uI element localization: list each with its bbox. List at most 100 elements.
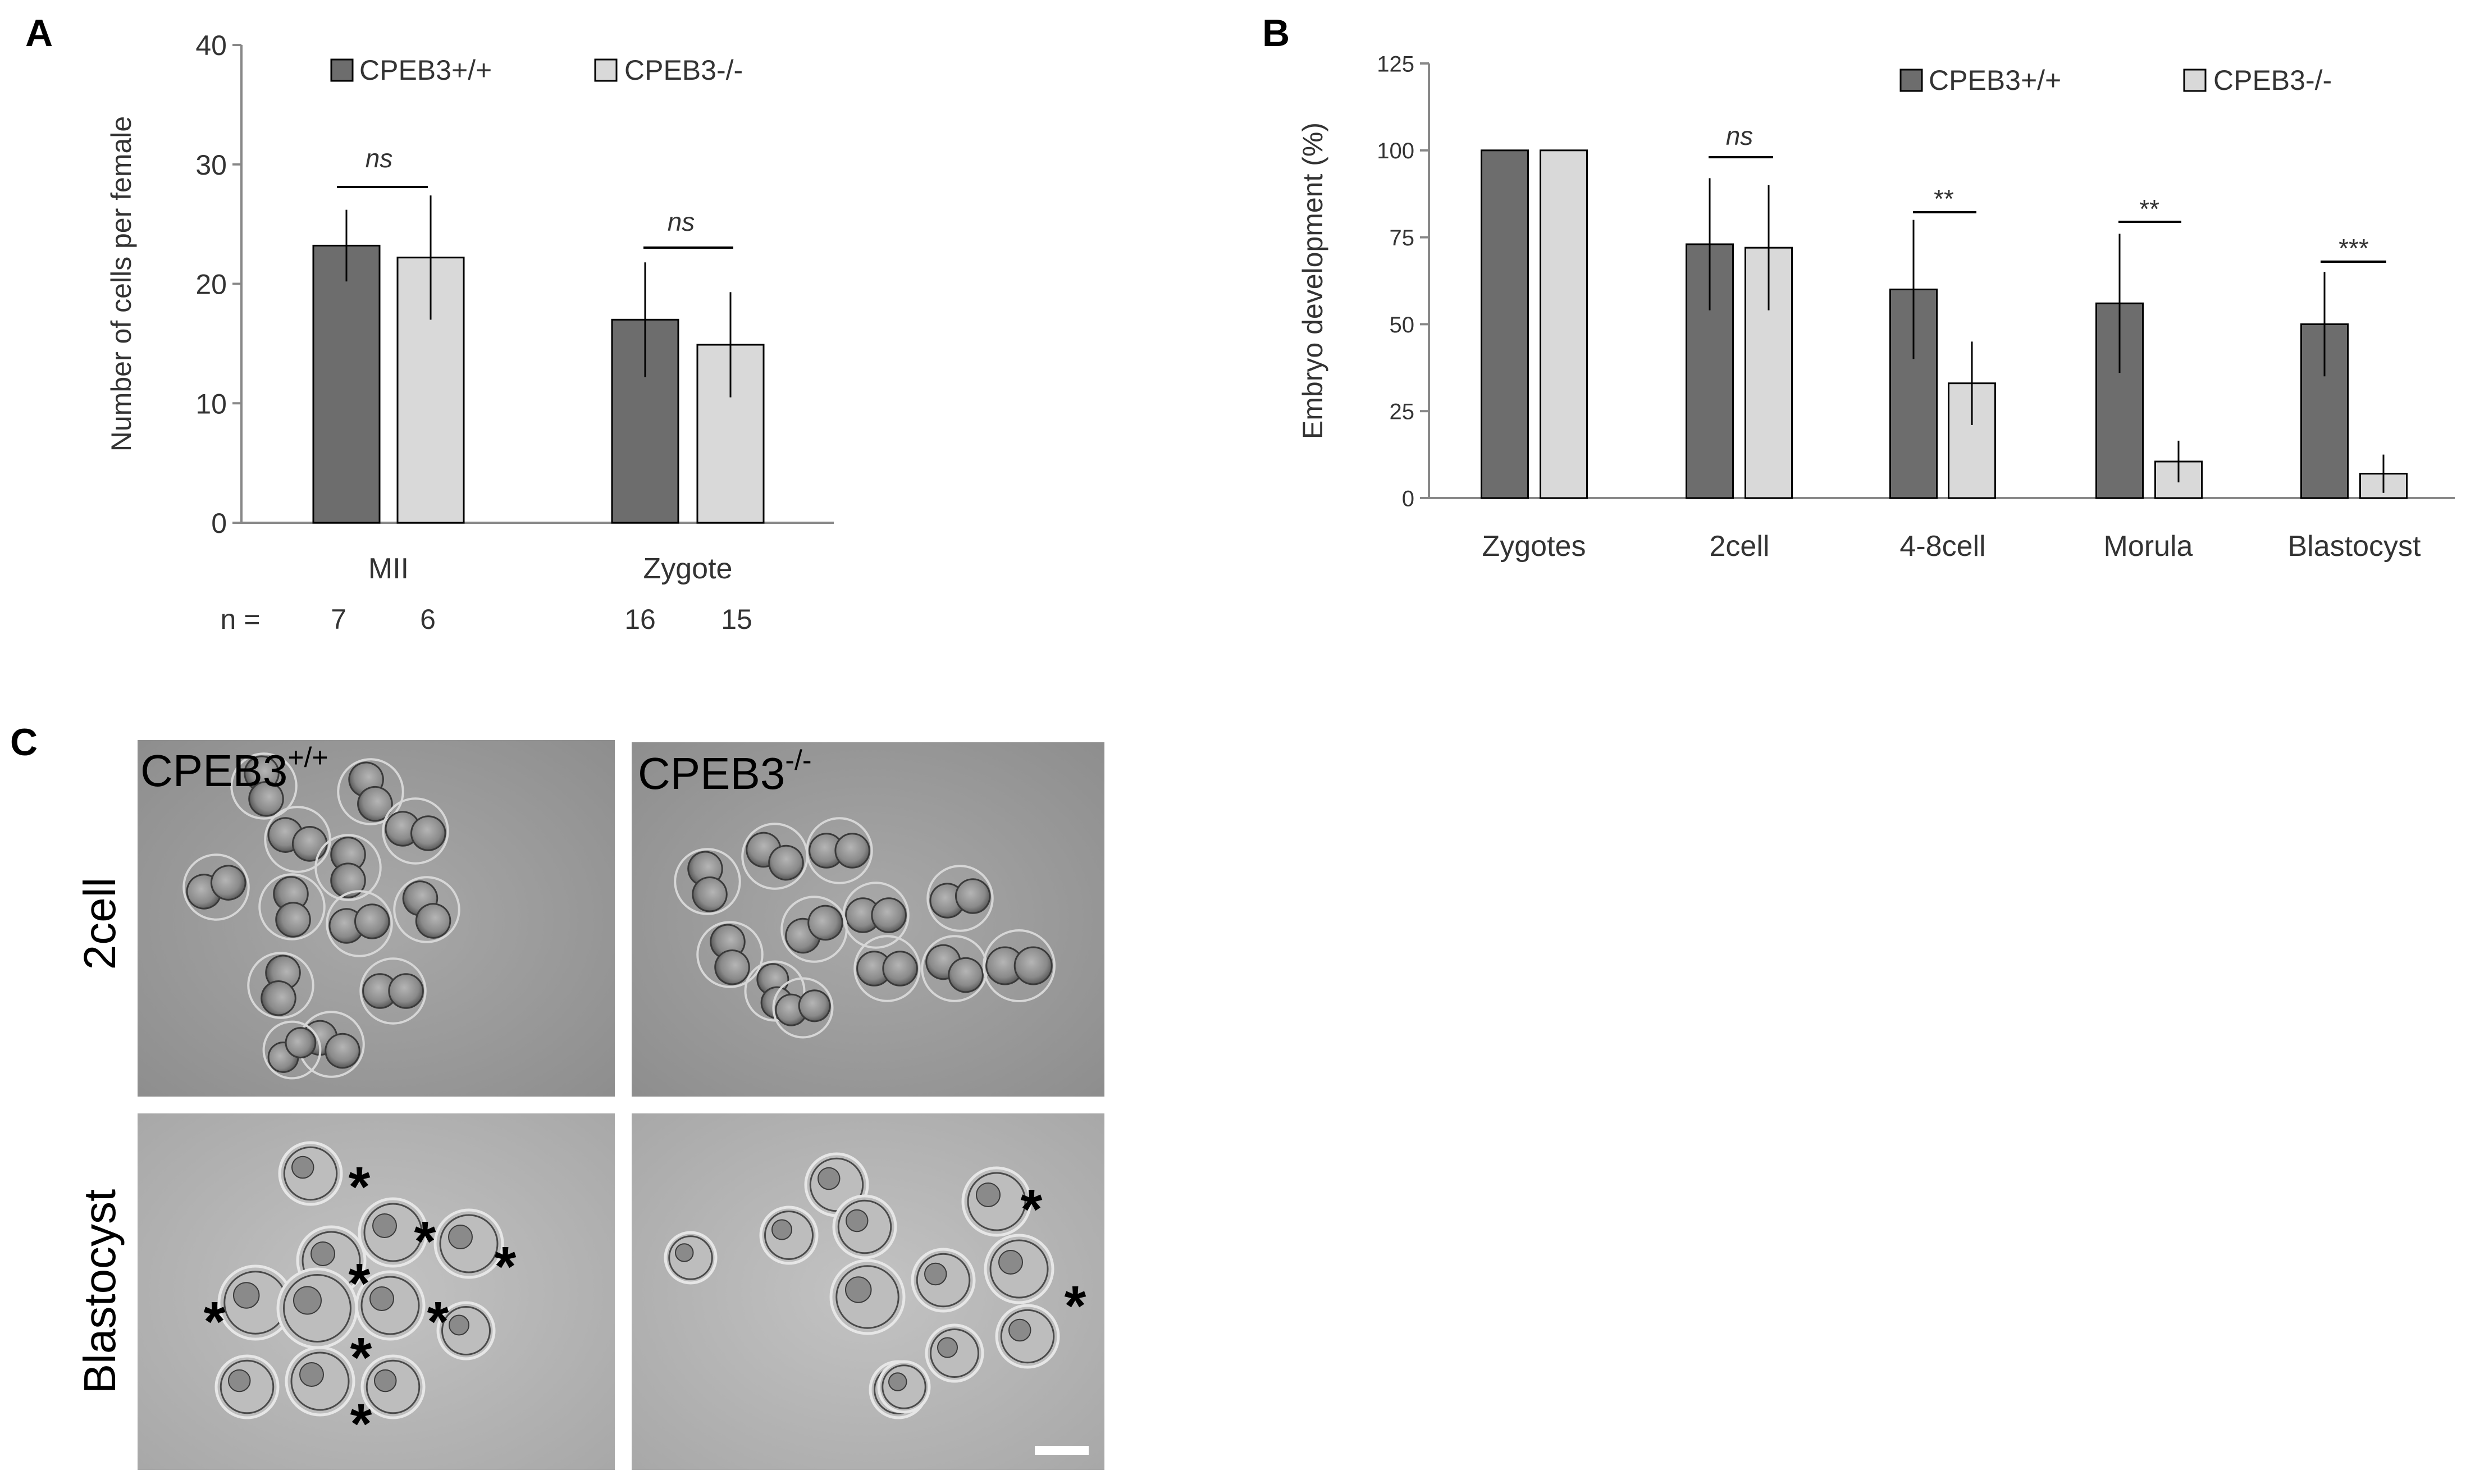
two-cell-embryo bbox=[674, 848, 741, 915]
blastomere bbox=[768, 844, 804, 881]
zona-pellucida bbox=[926, 865, 994, 932]
panel-a-bars bbox=[312, 244, 765, 524]
scale-bar bbox=[1035, 1446, 1089, 1455]
two-cell-embryo bbox=[393, 876, 460, 943]
blastomere bbox=[388, 973, 424, 1009]
blastomere bbox=[330, 862, 366, 898]
zona-pellucida bbox=[393, 876, 460, 943]
two-cell-embryo bbox=[926, 865, 994, 932]
blastocyst bbox=[214, 1354, 280, 1419]
panel-a-letter: A bbox=[25, 12, 53, 54]
panel-c: C ** *** ***** CPEB3+/+ CPEB3-/- 2cell Bla… bbox=[10, 721, 1104, 1470]
panel-b-letter: B bbox=[1262, 12, 1290, 54]
panel-b-bar bbox=[1540, 149, 1588, 499]
two-cell-embryo bbox=[842, 882, 910, 949]
blastomere bbox=[357, 786, 393, 822]
asterisk-marker: * bbox=[349, 1252, 371, 1315]
zona-pellucida bbox=[182, 853, 250, 921]
blastocyst bbox=[358, 1197, 428, 1268]
panel-b-legend-swatch-wt bbox=[1899, 69, 1923, 92]
zona-pellucida bbox=[247, 952, 314, 1019]
two-cell-embryo bbox=[696, 921, 764, 988]
blastocyst bbox=[759, 1206, 819, 1265]
row-label-2cell: 2cell bbox=[75, 878, 125, 970]
panel-b-sig-label: ns bbox=[1726, 121, 1753, 150]
inner-cell-mass bbox=[299, 1362, 324, 1387]
zona-pellucida bbox=[314, 834, 382, 901]
two-cell-embryo bbox=[262, 1020, 322, 1080]
blastocyst bbox=[984, 1234, 1054, 1304]
zona-pellucida bbox=[780, 896, 848, 963]
blastomere bbox=[871, 897, 907, 933]
zona-pellucida bbox=[696, 921, 764, 988]
zona-pellucida bbox=[382, 797, 449, 865]
two-cell-embryo bbox=[359, 957, 427, 1025]
panel-a-error-bars bbox=[345, 195, 732, 398]
blastocyst bbox=[278, 1141, 343, 1206]
inner-cell-mass bbox=[818, 1167, 841, 1190]
panel-a-n-value: 6 bbox=[420, 604, 436, 635]
panel-b-x-tick-label: Zygotes bbox=[1482, 530, 1586, 563]
two-cell-embryo bbox=[326, 890, 393, 957]
trophectoderm bbox=[916, 1253, 971, 1308]
asterisk-marker: * bbox=[427, 1290, 449, 1353]
panel-b-y-tick-label: 50 bbox=[1390, 313, 1415, 337]
blastocyst bbox=[285, 1346, 355, 1417]
asterisk-marker: * bbox=[414, 1210, 436, 1273]
blastomere bbox=[410, 815, 446, 851]
trophectoderm bbox=[882, 1364, 926, 1409]
panel-b-legend-swatch-ko bbox=[2183, 69, 2207, 92]
panel-b-x-tick-label: 2cell bbox=[1710, 530, 1770, 563]
blastomere bbox=[714, 949, 750, 985]
trophectoderm bbox=[220, 1359, 275, 1414]
asterisk-marker: * bbox=[350, 1392, 372, 1455]
label-cpeb3-wt: CPEB3+/+ bbox=[140, 742, 328, 796]
inner-cell-mass bbox=[976, 1182, 1001, 1207]
trophectoderm bbox=[835, 1265, 899, 1329]
panel-b-x-tick-label: Blastocyst bbox=[2288, 530, 2422, 563]
trophectoderm bbox=[967, 1172, 1026, 1231]
blastomere bbox=[354, 903, 390, 939]
two-cell-embryo bbox=[741, 823, 809, 890]
trophectoderm bbox=[366, 1359, 421, 1414]
panel-a-y-tick-label: 40 bbox=[195, 30, 227, 61]
zona-pellucida bbox=[264, 806, 331, 873]
blastomere bbox=[882, 951, 918, 987]
zona-pellucida bbox=[262, 1020, 322, 1080]
zona-pellucida bbox=[772, 977, 834, 1039]
panel-a-y-tick-label: 30 bbox=[195, 149, 227, 181]
panel-a-x-tick-label: Zygote bbox=[643, 552, 733, 585]
trophectoderm bbox=[930, 1328, 979, 1378]
inner-cell-mass bbox=[374, 1369, 397, 1392]
zona-pellucida bbox=[983, 929, 1056, 1002]
panel-b-axes: 0 25 50 75 100 125 Embryo development (%) Zygot… bbox=[1297, 52, 2455, 563]
panel-b-sig-label: ** bbox=[2139, 194, 2159, 223]
inner-cell-mass bbox=[888, 1372, 907, 1391]
inner-cell-mass bbox=[372, 1213, 397, 1238]
zona-pellucida bbox=[674, 848, 741, 915]
inner-cell-mass bbox=[293, 1286, 322, 1315]
inner-cell-mass bbox=[310, 1241, 335, 1266]
trophectoderm bbox=[1000, 1309, 1055, 1364]
micrograph-embryos bbox=[182, 752, 1060, 1419]
blastocyst bbox=[664, 1231, 718, 1285]
inner-cell-mass bbox=[233, 1282, 260, 1309]
inner-cell-mass bbox=[369, 1286, 394, 1311]
inner-cell-mass bbox=[449, 1314, 469, 1336]
blastomere bbox=[325, 1033, 360, 1069]
panel-a-n-value: 7 bbox=[331, 604, 346, 635]
zona-pellucida bbox=[921, 935, 988, 1002]
two-cell-embryo bbox=[247, 952, 314, 1019]
panel-a-legend-label-wt: CPEB3+/+ bbox=[359, 54, 492, 86]
blastomere bbox=[275, 902, 311, 938]
inner-cell-mass bbox=[1008, 1318, 1031, 1342]
panel-b-legend-label-wt: CPEB3+/+ bbox=[1929, 65, 2061, 96]
trophectoderm bbox=[668, 1235, 713, 1280]
blastomere bbox=[415, 903, 451, 939]
panel-b-y-tick-label: 75 bbox=[1390, 226, 1415, 250]
blastomere bbox=[1013, 946, 1053, 985]
panel-b-x-tick-label: Morula bbox=[2104, 530, 2193, 563]
blastomere bbox=[285, 1027, 317, 1058]
trophectoderm bbox=[290, 1351, 350, 1411]
blastocyst bbox=[360, 1354, 426, 1419]
